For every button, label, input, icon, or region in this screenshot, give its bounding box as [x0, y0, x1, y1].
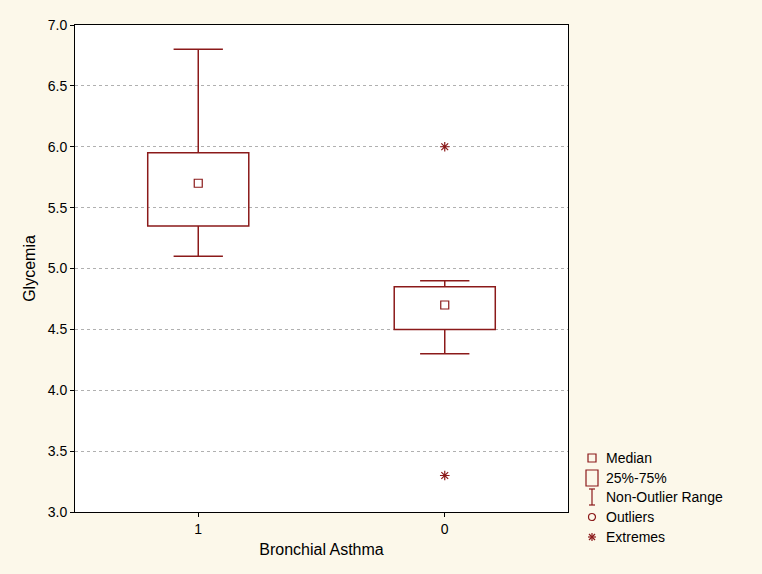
svg-text:5.0: 5.0: [48, 260, 68, 276]
svg-text:0: 0: [441, 521, 449, 537]
svg-text:5.5: 5.5: [48, 200, 68, 216]
svg-text:3.0: 3.0: [48, 504, 68, 520]
svg-text:Non-Outlier Range: Non-Outlier Range: [606, 489, 723, 505]
svg-text:6.0: 6.0: [48, 139, 68, 155]
svg-text:3.5: 3.5: [48, 443, 68, 459]
svg-text:6.5: 6.5: [48, 78, 68, 94]
svg-text:4.0: 4.0: [48, 382, 68, 398]
svg-text:Outliers: Outliers: [606, 509, 654, 525]
svg-text:Bronchial Asthma: Bronchial Asthma: [259, 541, 384, 558]
svg-text:4.5: 4.5: [48, 321, 68, 337]
svg-text:25%-75%: 25%-75%: [606, 470, 667, 486]
svg-text:7.0: 7.0: [48, 17, 68, 33]
svg-text:Glycemia: Glycemia: [21, 235, 38, 302]
svg-text:Extremes: Extremes: [606, 529, 665, 545]
svg-text:1: 1: [194, 521, 202, 537]
svg-text:Median: Median: [606, 450, 652, 466]
